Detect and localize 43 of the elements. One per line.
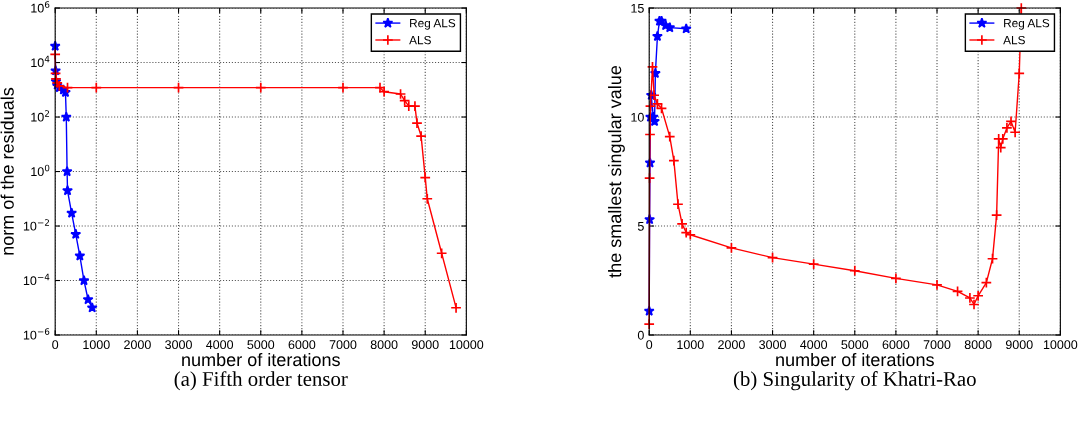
x-tick-label: 1000 xyxy=(677,340,704,350)
x-tick-label: 9000 xyxy=(411,340,439,350)
x-tick-label: 3000 xyxy=(759,340,786,350)
y-tick-label: 15 xyxy=(631,3,644,13)
x-tick-label: 7000 xyxy=(329,340,357,350)
y-tick-label: 10$^{−2}$ xyxy=(23,219,49,231)
y-tick-label: 0 xyxy=(637,330,644,340)
y-tick-label: 10$^{6}$ xyxy=(31,1,50,13)
x-tick-label: 6000 xyxy=(882,340,910,350)
legend-label: ALS xyxy=(409,35,431,45)
x-tick-label: 4000 xyxy=(206,340,234,350)
y-tick-label: 10$^{−4}$ xyxy=(23,273,50,286)
x-tick-label: 8000 xyxy=(964,340,992,350)
x-tick-label: 0 xyxy=(52,340,59,350)
text: (b) Singularity of Khatri-Rao xyxy=(733,371,976,391)
x-tick-label: 0 xyxy=(646,340,653,350)
x-tick-label: 8000 xyxy=(370,340,398,350)
x-tick-label: 5000 xyxy=(247,340,275,350)
x-tick-label: 4000 xyxy=(800,340,828,350)
x-tick-label: 2000 xyxy=(124,340,151,350)
y-axis-title: the smallest singular value xyxy=(608,65,625,278)
x-axis-title: number of iterations xyxy=(182,352,340,367)
y-tick-label: 5 xyxy=(637,221,644,231)
legend-label: Reg ALS xyxy=(410,18,456,30)
x-tick-label: 6000 xyxy=(288,340,316,350)
x-axis-title: number of iterations xyxy=(776,352,934,367)
x-tick-label: 10000 xyxy=(449,340,484,350)
legend-label: ALS xyxy=(1003,35,1025,45)
x-tick-label: 9000 xyxy=(1005,340,1033,350)
x-tick-label: 1000 xyxy=(83,340,110,350)
legend-label: Reg ALS xyxy=(1004,18,1050,30)
y-tick-label: 10$^{−6}$ xyxy=(23,328,50,340)
y-tick-label: 10$^{0}$ xyxy=(31,164,50,177)
x-tick-label: 5000 xyxy=(841,340,869,350)
x-tick-label: 7000 xyxy=(923,340,951,350)
y-axis-title: norm of the residuals xyxy=(0,87,14,255)
x-tick-label: 3000 xyxy=(165,340,192,350)
y-tick-label: 10 xyxy=(631,112,644,122)
x-tick-label: 10000 xyxy=(1043,340,1078,350)
y-tick-label: 10$^{4}$ xyxy=(31,55,50,68)
text: (a) Fifth order tensor xyxy=(174,371,348,391)
y-tick-label: 10$^{2}$ xyxy=(31,110,50,122)
x-tick-label: 2000 xyxy=(718,340,745,350)
